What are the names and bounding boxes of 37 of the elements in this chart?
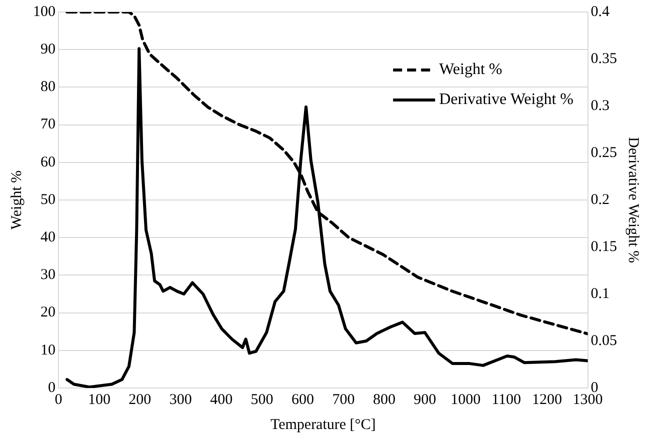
y-axis-title: Weight % xyxy=(8,170,25,230)
y-tick-label: 100 xyxy=(33,4,56,20)
y2-tick-label: 0.35 xyxy=(590,50,617,67)
x-tick-label: 1000 xyxy=(450,392,481,408)
x-tick-label: 800 xyxy=(372,392,396,408)
y2-tick-label: 0.4 xyxy=(590,4,610,20)
x-tick-label: 1300 xyxy=(572,392,603,408)
x-tick-label: 1200 xyxy=(532,392,562,408)
y-tick-label: 60 xyxy=(40,154,56,170)
y-tick-label: 30 xyxy=(40,267,56,284)
x-tick-label: 900 xyxy=(414,392,436,408)
y-tick-label: 50 xyxy=(40,192,56,208)
x-tick-label: 300 xyxy=(169,392,192,408)
x-tick-label: 700 xyxy=(332,392,355,408)
y2-tick-label: 0.3 xyxy=(590,98,610,114)
y-tick-label: 20 xyxy=(40,304,56,321)
y2-tick-label: 0.15 xyxy=(590,238,617,255)
y2-tick-label: 0.25 xyxy=(590,144,617,161)
y2-tick-label: 0.2 xyxy=(590,192,610,208)
x-tick-label: 1100 xyxy=(492,392,522,408)
x-tick-label: 200 xyxy=(128,392,152,408)
y-tick-label: 0 xyxy=(48,380,56,396)
x-tick-label: 500 xyxy=(250,392,274,408)
x-tick-label: 600 xyxy=(292,392,314,408)
y-tick-label: 70 xyxy=(40,116,56,133)
x-tick-label: 100 xyxy=(88,392,110,408)
y2-axis-title: Derivative Weight % xyxy=(625,137,642,263)
x-axis-title: Temperature [°C] xyxy=(270,416,376,433)
y-tick-label: 80 xyxy=(40,79,56,96)
y2-tick-label: 0.05 xyxy=(590,332,617,349)
legend-label: Derivative Weight % xyxy=(439,91,574,108)
y2-tick-label: 0.1 xyxy=(590,286,610,302)
legend-label: Weight % xyxy=(439,61,502,78)
y-tick-label: 40 xyxy=(40,230,56,246)
y-tick-label: 10 xyxy=(40,342,56,358)
x-tick-label: 400 xyxy=(210,392,233,408)
y-tick-label: 90 xyxy=(40,42,56,58)
